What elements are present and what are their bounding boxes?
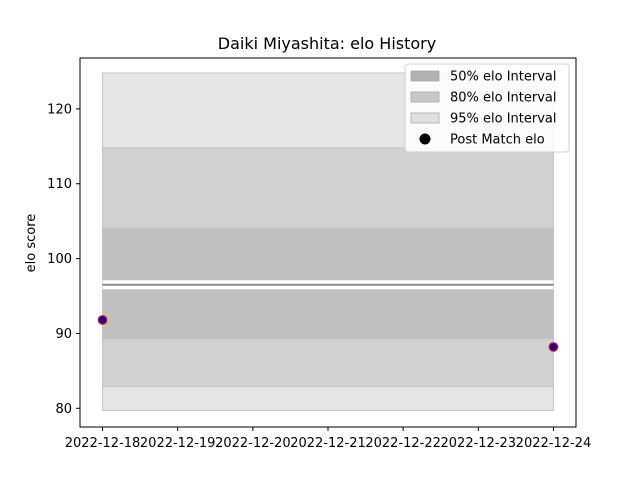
legend-swatch-2 xyxy=(410,91,440,103)
y-tick-label-2: 90 xyxy=(55,327,72,342)
x-tick-label-3: 2022-12-20 xyxy=(215,436,291,451)
legend-swatch-3 xyxy=(410,112,440,124)
chart-title: Daiki Miyashita: elo History xyxy=(218,34,436,53)
x-tick-label-4: 2022-12-21 xyxy=(290,436,366,451)
legend-swatch-1 xyxy=(410,70,440,82)
legend-label-1: 50% elo Interval xyxy=(450,70,557,85)
legend: 50% elo Interval 80% elo Interval 95% elo … xyxy=(404,63,570,153)
x-tick-label-6: 2022-12-23 xyxy=(441,436,517,451)
y-tick-label-3: 100 xyxy=(47,252,72,267)
legend-label-4: Post Match elo xyxy=(450,133,545,148)
y-tick-label-1: 80 xyxy=(55,402,72,417)
legend-label-3: 95% elo Interval xyxy=(450,112,557,127)
x-tick-label-1: 2022-12-18 xyxy=(65,436,141,451)
x-tick-label-2: 2022-12-19 xyxy=(140,436,216,451)
post-match-point-2 xyxy=(548,342,559,352)
post-match-point-1 xyxy=(97,315,108,325)
y-tick-label-5: 120 xyxy=(47,102,72,117)
x-tick-label-7: 2022-12-24 xyxy=(516,436,592,451)
legend-marker-4 xyxy=(419,133,431,145)
legend-box xyxy=(404,63,570,153)
x-tick-label-5: 2022-12-22 xyxy=(365,436,441,451)
y-axis-label: elo score xyxy=(24,214,39,273)
legend-label-2: 80% elo Interval xyxy=(450,91,557,106)
y-tick-label-4: 110 xyxy=(47,177,72,192)
